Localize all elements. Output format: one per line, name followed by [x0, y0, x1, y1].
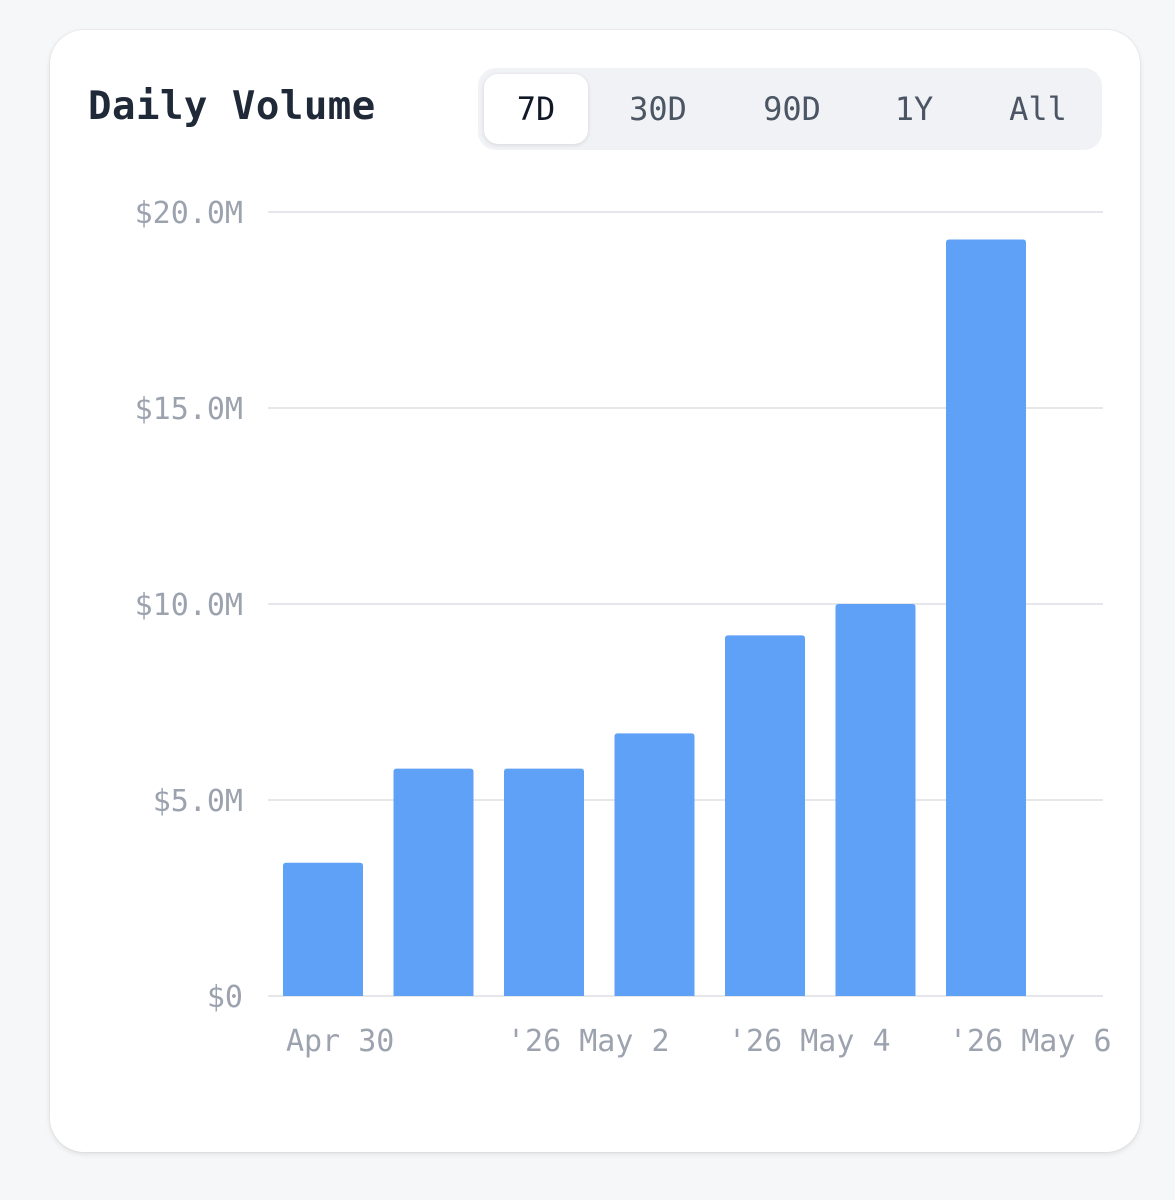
- x-tick-label: '26 May 4: [728, 1024, 891, 1059]
- bar-may-6: [946, 239, 1026, 996]
- y-tick-label: $20.0M: [135, 196, 243, 231]
- y-tick-label: $10.0M: [135, 588, 243, 623]
- bar-apr-30: [283, 862, 363, 996]
- x-tick-label: '26 May 6: [949, 1024, 1112, 1059]
- tab-90d[interactable]: 90D: [740, 74, 844, 144]
- y-tick-label: $0: [207, 980, 243, 1015]
- bar-may-3: [614, 733, 695, 996]
- bar-may-1: [393, 768, 474, 996]
- chart-title: Daily Volume: [88, 84, 376, 129]
- bar-may-5: [835, 604, 916, 996]
- bar-may-2: [504, 768, 584, 996]
- tab-7d[interactable]: 7D: [484, 74, 588, 144]
- tab-1y[interactable]: 1Y: [862, 74, 966, 144]
- tab-30d[interactable]: 30D: [606, 74, 710, 144]
- tab-all[interactable]: All: [986, 74, 1090, 144]
- x-tick-label: Apr 30: [286, 1024, 394, 1059]
- bar-may-4: [725, 635, 805, 996]
- x-tick-label: '26 May 2: [507, 1024, 670, 1059]
- time-range-selector: 7D 30D 90D 1Y All: [478, 68, 1102, 150]
- y-tick-label: $5.0M: [153, 784, 243, 819]
- y-tick-label: $15.0M: [135, 392, 243, 427]
